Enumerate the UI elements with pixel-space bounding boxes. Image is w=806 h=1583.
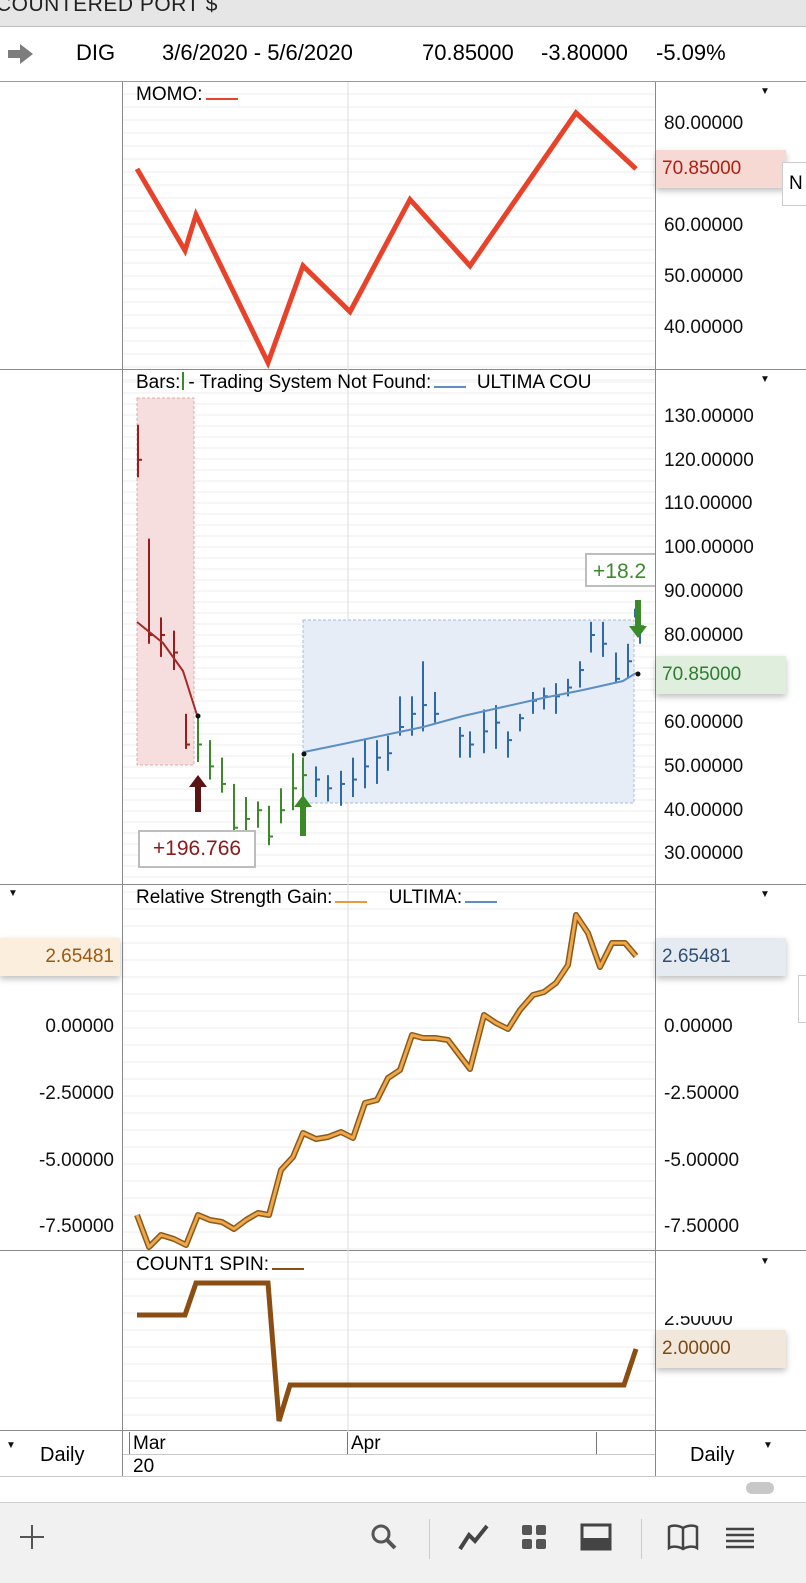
momo-tick: 50.00000 xyxy=(664,266,744,287)
bars-tick: 100.00000 xyxy=(664,537,754,558)
bars-tick: 120.00000 xyxy=(664,450,754,471)
momo-panel-menu[interactable]: ▼ xyxy=(760,86,770,97)
price-bar-chart xyxy=(136,397,647,846)
trade-marker-dot xyxy=(301,751,307,757)
spin-panel-menu[interactable]: ▼ xyxy=(760,1256,770,1267)
rsg-line-chart xyxy=(134,912,639,1250)
bars-tick: 90.00000 xyxy=(664,581,744,602)
rsg-left-tick: -7.50000 xyxy=(38,1216,114,1237)
momo-line-chart xyxy=(134,108,638,369)
quote-bar: DIG 3/6/2020 - 5/6/2020 70.85000 -3.8000… xyxy=(0,27,806,82)
add-icon[interactable] xyxy=(18,1523,46,1551)
month-label-apr: Apr xyxy=(351,1433,381,1454)
ultima-trend-line xyxy=(303,672,637,753)
bars-current-badge: 70.85000 xyxy=(656,656,786,694)
spin-line-chart xyxy=(137,1280,639,1422)
spin-current-badge: 2.00000 xyxy=(656,1330,786,1368)
trade-marker-dot xyxy=(195,713,201,719)
left-interval-menu[interactable]: ▼ xyxy=(6,1440,16,1451)
search-icon[interactable] xyxy=(370,1523,398,1551)
rsg-right-tick: 0.00000 xyxy=(664,1016,733,1037)
momo-series-line xyxy=(134,108,638,369)
chart-line-icon[interactable] xyxy=(458,1523,490,1553)
scroll-indicator[interactable] xyxy=(746,1482,774,1494)
quote-date-range: 3/6/2020 - 5/6/2020 xyxy=(162,40,353,65)
panel-separator xyxy=(0,1476,806,1477)
bars-tick: 80.00000 xyxy=(664,625,744,646)
trade-marker-dot xyxy=(635,671,641,677)
bars-tick: 50.00000 xyxy=(664,756,744,777)
ultima-trend-line-loss xyxy=(136,621,198,716)
buy-arrow-icon xyxy=(294,795,312,836)
momo-tick: 80.00000 xyxy=(664,113,744,134)
exit-arrow-icon xyxy=(629,600,647,638)
left-interval[interactable]: Daily xyxy=(40,1444,85,1466)
rsg-current-badge-left: 2.65481 xyxy=(0,938,120,976)
right-interval[interactable]: Daily xyxy=(690,1444,735,1466)
momo-tick: 60.00000 xyxy=(664,215,744,236)
rsg-panel-menu[interactable]: ▼ xyxy=(760,889,770,900)
trade-gain-label[interactable]: +18.2 xyxy=(585,553,655,587)
month-label-mar: Mar xyxy=(133,1433,166,1454)
panel-separator xyxy=(0,1430,806,1431)
rsg-left-tick: 0.00000 xyxy=(45,1016,114,1037)
rsg-left-tick: -2.50000 xyxy=(38,1083,114,1104)
panel-separator xyxy=(0,369,806,370)
trade-loss-label[interactable]: +196.766 xyxy=(138,830,256,868)
momo-current-badge: 70.85000 xyxy=(656,150,786,188)
quote-last: 70.85000 xyxy=(422,40,514,65)
window-title-bar: COUNTERED PORT $ xyxy=(0,0,806,27)
side-drawer-tab[interactable] xyxy=(798,975,806,1023)
quote-symbol[interactable]: DIG xyxy=(76,40,116,65)
arrow-right-icon[interactable] xyxy=(6,41,36,67)
book-icon[interactable] xyxy=(667,1523,699,1551)
spin-panel-title: COUNT1 SPIN: xyxy=(136,1254,305,1276)
grid-icon[interactable] xyxy=(520,1523,548,1551)
bars-tick: 40.00000 xyxy=(664,800,744,821)
rsg-left-axis-menu[interactable]: ▼ xyxy=(8,888,18,899)
right-axis-divider xyxy=(655,82,656,1476)
momo-tick: 40.00000 xyxy=(664,317,744,338)
sell-arrow-icon xyxy=(189,775,207,812)
side-drawer-tab[interactable]: N xyxy=(782,162,806,206)
menu-icon[interactable] xyxy=(724,1523,756,1551)
bars-panel-title: Bars: - Trading System Not Found: ULTIMA … xyxy=(136,372,592,393)
panel-separator xyxy=(0,1250,806,1251)
rsg-right-tick: -5.00000 xyxy=(664,1150,740,1171)
rsg-panel-title: Relative Strength Gain: ULTIMA: xyxy=(136,887,498,909)
bars-panel-menu[interactable]: ▼ xyxy=(760,374,770,385)
spin-tick-partial: 2.50000 xyxy=(664,1316,733,1327)
winning-trade-zone xyxy=(302,619,635,804)
right-interval-menu[interactable]: ▼ xyxy=(763,1440,773,1451)
panel-icon[interactable] xyxy=(580,1523,612,1551)
year-label: 20 xyxy=(133,1456,155,1477)
bars-tick: 130.00000 xyxy=(664,406,754,427)
panel-separator xyxy=(0,884,806,885)
bottom-toolbar xyxy=(0,1502,806,1583)
rsg-left-tick: -5.00000 xyxy=(38,1150,114,1171)
bars-tick: 30.00000 xyxy=(664,843,744,864)
time-axis-footer: ▼ Daily Mar 20 Apr ▼ Daily xyxy=(0,1432,806,1478)
rsg-series-line xyxy=(135,913,638,1249)
rsg-current-badge-right: 2.65481 xyxy=(656,938,786,976)
rsg-right-tick: -2.50000 xyxy=(664,1083,740,1104)
spin-series-line xyxy=(137,1280,639,1422)
momo-panel-title: MOMO: xyxy=(136,84,238,106)
rsg-right-tick: -7.50000 xyxy=(664,1216,740,1237)
quote-change: -3.80000 xyxy=(541,40,628,65)
bars-tick: 60.00000 xyxy=(664,712,744,733)
left-axis-divider xyxy=(122,82,123,1476)
quote-pct-change: -5.09% xyxy=(656,40,726,65)
bars-tick: 110.00000 xyxy=(664,493,753,514)
window-title: COUNTERED PORT $ xyxy=(0,0,218,16)
losing-trade-zone xyxy=(136,397,195,766)
